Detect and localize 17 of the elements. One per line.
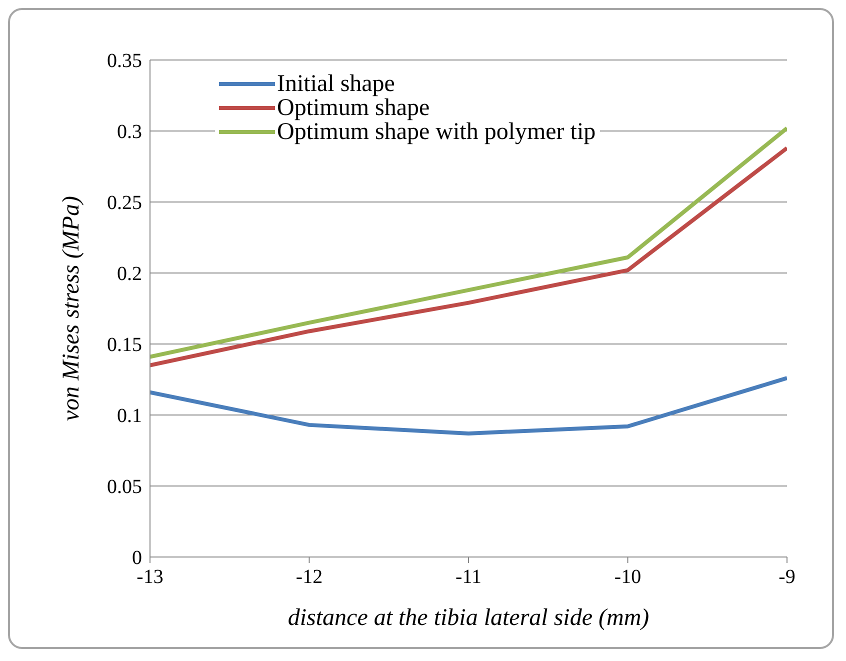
x-tick-label: -12 bbox=[296, 566, 323, 588]
y-axis-title: von Mises stress (MPa) bbox=[58, 196, 85, 422]
y-tick-label: 0.15 bbox=[107, 334, 142, 356]
y-tick-label: 0.2 bbox=[117, 263, 142, 286]
y-tick-label: 0.25 bbox=[107, 192, 142, 214]
line-series bbox=[150, 376, 787, 436]
y-tick-label: 0.1 bbox=[117, 405, 142, 428]
legend-label: Optimum shape with polymer tip bbox=[277, 119, 596, 145]
x-tick-label: -10 bbox=[614, 566, 642, 588]
y-tick-label: 0.35 bbox=[107, 50, 142, 72]
x-tick-label: -9 bbox=[778, 566, 796, 588]
y-tick-label: 0.3 bbox=[117, 121, 142, 144]
y-tick-label: 0.05 bbox=[107, 476, 142, 498]
x-axis-title: distance at the tibia lateral side (mm) bbox=[288, 605, 650, 631]
legend-label: Optimum shape bbox=[277, 95, 430, 121]
legend-label: Initial shape bbox=[277, 71, 395, 97]
x-tick-label: -11 bbox=[456, 566, 482, 588]
